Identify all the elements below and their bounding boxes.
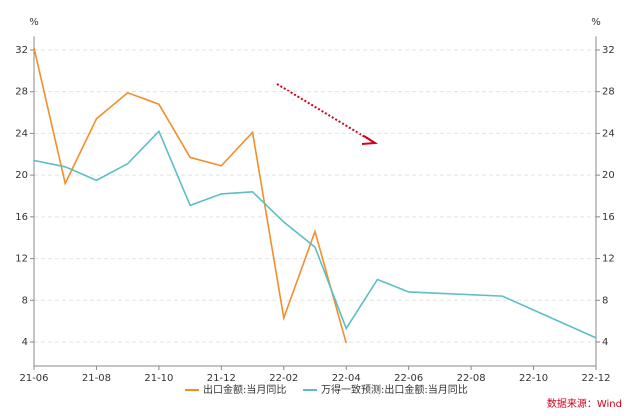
source: 数据来源：Wind (547, 397, 622, 410)
legend-label: 出口金额:当月同比 (203, 383, 286, 396)
x-tick-label: 21-08 (82, 373, 111, 384)
y-tick-label: 28 (15, 87, 28, 98)
series-line (33, 47, 347, 344)
y-tick-label: 12 (15, 254, 28, 265)
y2-tick-label: 16 (602, 212, 615, 223)
y2-tick-label: 24 (602, 128, 615, 139)
trend-arrow (276, 83, 371, 141)
y2-tick-label: 8 (602, 295, 608, 306)
y-tick-label: 8 (22, 295, 28, 306)
legend-label: 万得一致预测:出口金额:当月同比 (321, 383, 468, 396)
x-tick-label: 21-10 (144, 373, 173, 384)
x-tick-label: 21-06 (19, 373, 48, 384)
y2-tick-label: 32 (602, 45, 615, 56)
y-tick-label: 16 (15, 212, 28, 223)
x-tick-label: 21-12 (207, 373, 236, 384)
x-tick-label: 22-06 (394, 373, 423, 384)
y2-tick-label: 28 (602, 87, 615, 98)
y-tick-label: 32 (15, 45, 28, 56)
y-tick-label: 20 (15, 170, 28, 181)
y2-tick-label: 20 (602, 170, 615, 181)
y-tick-label: 24 (15, 128, 28, 139)
y-unit: % (29, 17, 39, 28)
y2-tick-label: 12 (602, 254, 615, 265)
x-tick-label: 22-02 (269, 373, 298, 384)
x-tick-label: 22-10 (519, 373, 548, 384)
y-tick-label: 4 (22, 337, 28, 348)
y2-tick-label: 4 (602, 337, 608, 348)
y2-unit: % (591, 17, 601, 28)
x-tick-label: 22-08 (457, 373, 486, 384)
x-tick-label: 22-04 (332, 373, 361, 384)
x-tick-label: 22-12 (581, 373, 610, 384)
series-line (33, 129, 597, 339)
trend-arrowhead (361, 135, 379, 145)
